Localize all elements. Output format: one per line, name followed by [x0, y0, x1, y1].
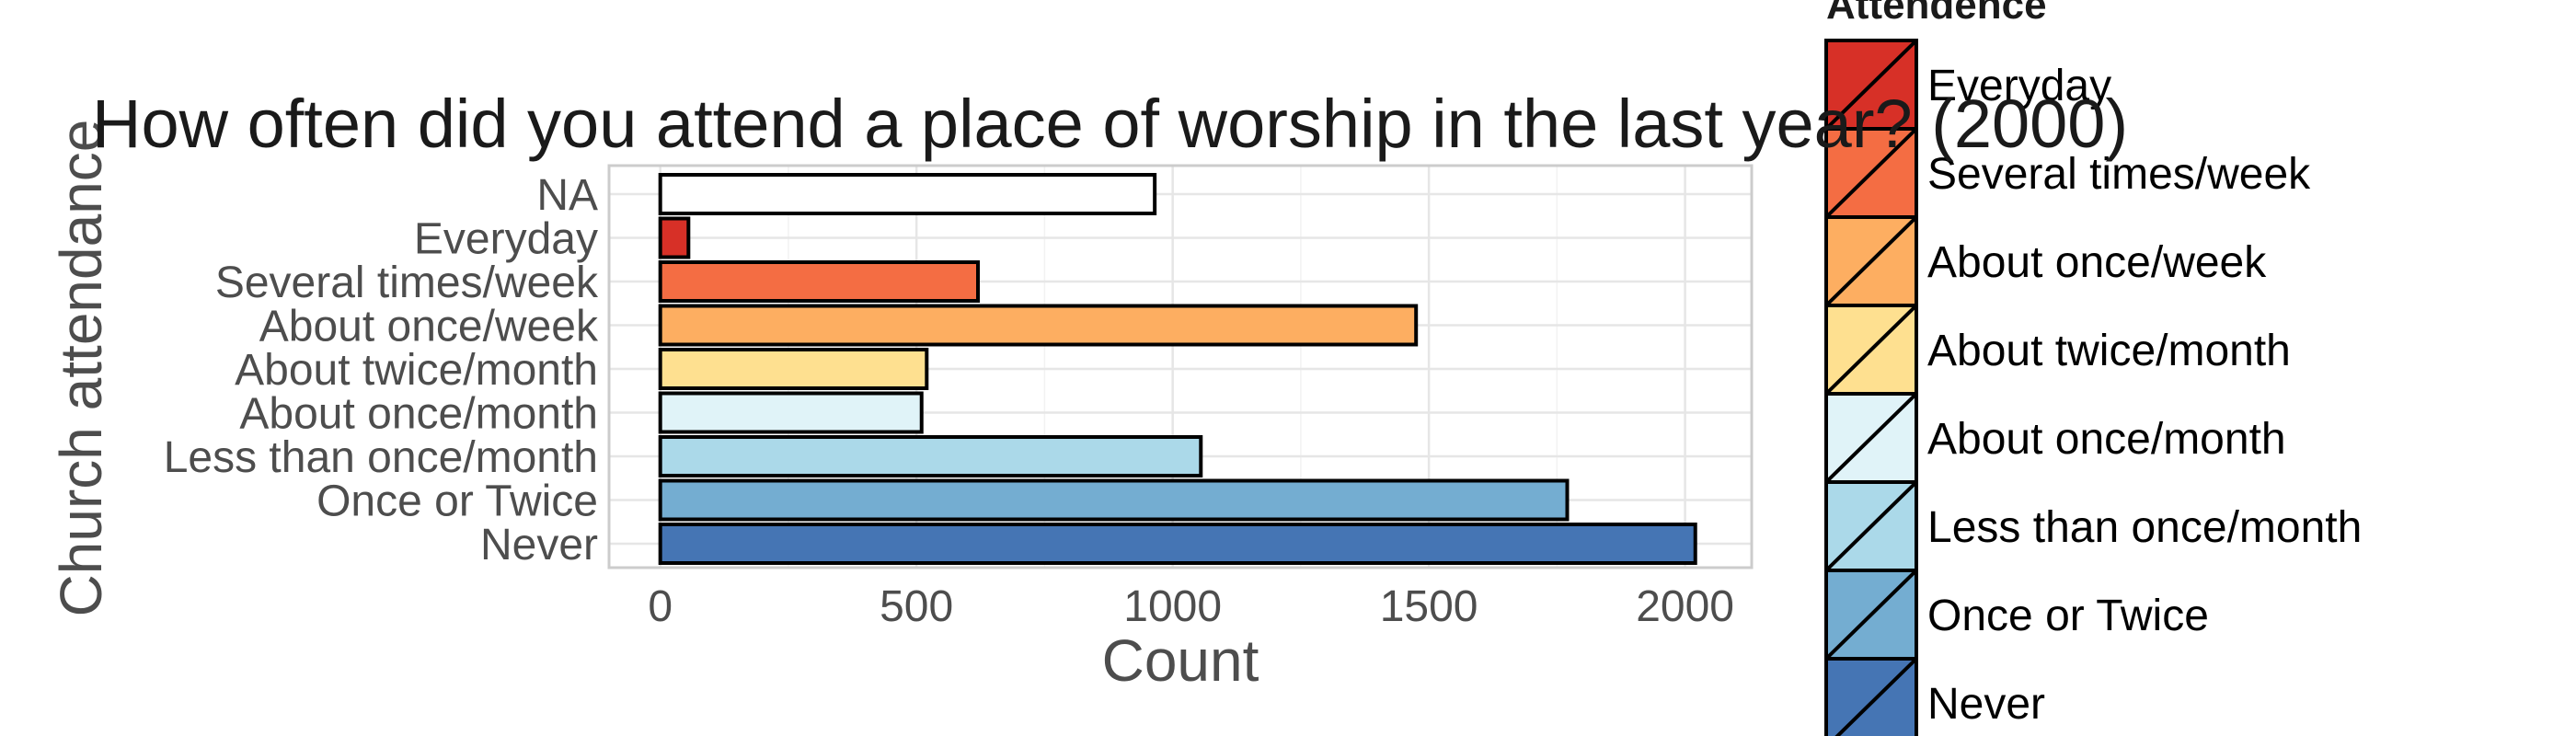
- x-tick-label: 0: [648, 582, 673, 631]
- legend: Attendence Everyday Several times/week Abo…: [1824, 0, 2362, 736]
- y-axis-title: Church attendance: [48, 120, 114, 617]
- y-tick-label: Less than once/month: [164, 433, 598, 482]
- bar: [658, 260, 981, 303]
- x-axis-tick-labels: 0 500 1000 1500 2000: [648, 582, 1734, 631]
- bar: [658, 216, 691, 259]
- chart-title: How often did you attend a place of wors…: [92, 86, 2128, 162]
- y-tick-label: About once/month: [239, 390, 598, 439]
- legend-key-slash: [1834, 657, 1918, 736]
- y-tick-label: About twice/month: [235, 346, 598, 395]
- legend-label: Never: [1927, 680, 2045, 729]
- legend-key-slash: [1824, 480, 1918, 572]
- legend-label: About once/week: [1927, 238, 2267, 287]
- legend-key-slash: [1824, 127, 1918, 219]
- y-tick-label: Everyday: [414, 215, 598, 264]
- bar: [658, 348, 929, 390]
- y-tick-label: About once/week: [259, 303, 599, 351]
- y-tick-label: NA: [536, 171, 598, 220]
- bars: [658, 173, 1697, 565]
- y-tick-label: Once or Twice: [316, 477, 598, 526]
- plot-panel-border: [607, 164, 1754, 569]
- legend-key-slash: [1824, 39, 1918, 131]
- x-tick-label: 1500: [1380, 582, 1478, 631]
- legend-label: About once/month: [1927, 415, 2286, 464]
- legend-label: About twice/month: [1927, 327, 2291, 375]
- legend-key-slash: [1824, 569, 1918, 661]
- legend-key-slash: [1824, 215, 1918, 307]
- bar: [658, 435, 1203, 477]
- x-tick-label: 2000: [1636, 582, 1734, 631]
- x-tick-label: 1000: [1123, 582, 1222, 631]
- bar: [658, 478, 1570, 522]
- bar: [658, 391, 924, 434]
- x-tick-label: 500: [880, 582, 953, 631]
- legend-label: Everyday: [1927, 62, 2111, 110]
- legend-label: Less than once/month: [1927, 503, 2362, 552]
- bar: [658, 304, 1419, 347]
- legend-title: Attendence: [1826, 0, 2047, 28]
- legend-key-slash: [1824, 392, 1918, 484]
- x-axis-title: Count: [1102, 627, 1259, 694]
- legend-label: Several times/week: [1927, 150, 2311, 199]
- bar: [658, 173, 1157, 215]
- legend-key-slash: [1824, 304, 1918, 396]
- legend-label: Once or Twice: [1927, 592, 2209, 640]
- y-tick-label: Several times/week: [215, 259, 599, 307]
- bar: [658, 523, 1697, 565]
- y-tick-label: Never: [480, 521, 598, 569]
